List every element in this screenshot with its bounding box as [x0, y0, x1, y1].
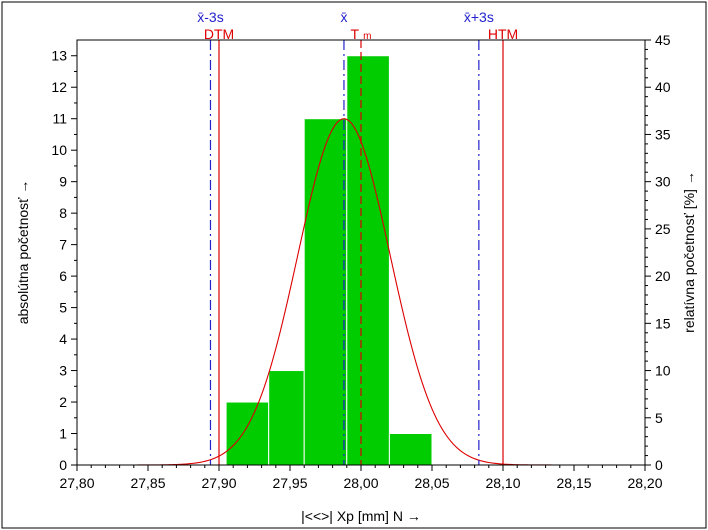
- y-right-tick-label: 0: [655, 457, 663, 473]
- vline-label-4: x̄-3s: [197, 9, 223, 25]
- y-left-tick-label: 7: [59, 237, 67, 253]
- x-axis-label: |<<>| Xp [mm] N →: [301, 508, 421, 524]
- vline-label-3: HTM: [488, 26, 518, 42]
- vline-label-subscript: m: [363, 31, 371, 42]
- histogram-bar-1: [225, 401, 270, 466]
- x-tick-label: 27,85: [130, 475, 165, 491]
- y-right-tick-label: 40: [655, 79, 671, 95]
- y-left-tick-label: 12: [51, 79, 67, 95]
- histogram-bar-2: [268, 370, 305, 466]
- y-left-tick-label: 10: [51, 142, 67, 158]
- x-tick-label: 28,05: [414, 475, 449, 491]
- x-tick-label: 27,90: [201, 475, 236, 491]
- y-right-tick-label: 5: [655, 410, 663, 426]
- y-left-tick-label: 1: [59, 426, 67, 442]
- y-right-tick-label: 20: [655, 268, 671, 284]
- y-right-tick-label: 30: [655, 174, 671, 190]
- y-left-tick-label: 6: [59, 268, 67, 284]
- histogram-bar-4: [346, 55, 390, 466]
- y-right-tick-label: 45: [655, 32, 671, 48]
- histogram-bar-3: [303, 118, 348, 466]
- y-right-tick-label: 15: [655, 315, 671, 331]
- y-left-tick-label: 5: [59, 300, 67, 316]
- y-left-tick-label: 9: [59, 174, 67, 190]
- x-tick-label: 28,20: [627, 475, 662, 491]
- y-axis-label-left: absolútna početnosť →: [15, 180, 31, 325]
- x-tick-label: 28,15: [556, 475, 591, 491]
- y-left-tick-label: 2: [59, 394, 67, 410]
- y-left-tick-label: 4: [59, 331, 67, 347]
- vline-label-6: x̄+3s: [464, 9, 494, 25]
- y-axis-label-right: relatívna početnosť [%] →: [681, 171, 697, 333]
- y-left-tick-label: 3: [59, 363, 67, 379]
- vline-label-1: DTM: [204, 26, 234, 42]
- x-tick-label: 28,10: [485, 475, 520, 491]
- y-left-tick-label: 8: [59, 205, 67, 221]
- y-right-tick-label: 25: [655, 221, 671, 237]
- x-tick-label: 27,95: [272, 475, 307, 491]
- x-tick-label: 28,00: [343, 475, 378, 491]
- histogram-bar-5: [388, 433, 433, 466]
- x-tick-label: 27,80: [59, 475, 94, 491]
- y-right-tick-label: 10: [655, 363, 671, 379]
- y-left-tick-label: 11: [52, 111, 67, 127]
- y-left-tick-label: 13: [51, 48, 67, 64]
- y-left-tick-label: 0: [59, 457, 67, 473]
- y-right-tick-label: 35: [655, 126, 671, 142]
- vline-label-5: x̄: [340, 9, 347, 25]
